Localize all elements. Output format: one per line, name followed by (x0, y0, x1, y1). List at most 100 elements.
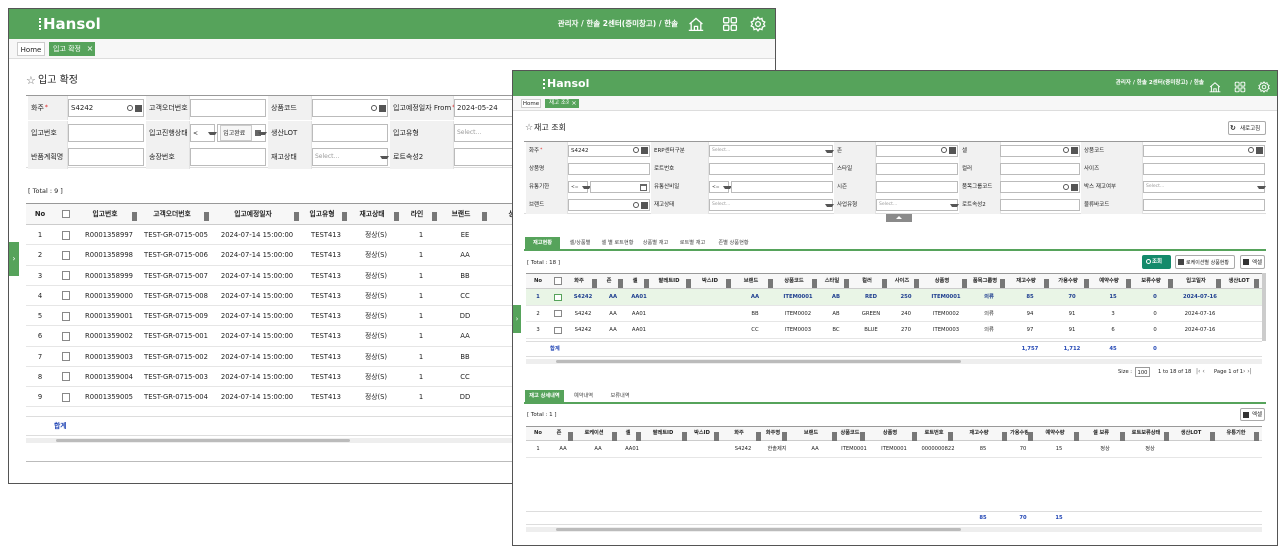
column-menu[interactable] (618, 279, 623, 284)
input-box[interactable] (68, 148, 144, 166)
input-box[interactable] (1143, 163, 1265, 175)
column-menu[interactable] (948, 432, 953, 437)
result-tab[interactable]: 재고 상세내역 (525, 390, 564, 402)
row-checkbox[interactable] (554, 310, 561, 317)
column-menu[interactable] (1164, 432, 1169, 437)
column-menu[interactable] (912, 432, 917, 437)
search-icon[interactable] (633, 202, 639, 208)
clear-button[interactable] (379, 105, 386, 112)
search-button[interactable]: 조회 (1152, 255, 1171, 269)
scrollbar-thumb[interactable] (556, 528, 961, 531)
location-button[interactable]: 로케이션별 상품현황 (1175, 255, 1235, 269)
result-tab[interactable]: 보류내역 (603, 390, 637, 402)
search-icon[interactable] (1063, 147, 1069, 153)
column-menu[interactable] (132, 212, 137, 217)
column-menu[interactable] (482, 212, 487, 217)
clear-button[interactable] (641, 202, 648, 209)
scrollbar-thumb[interactable] (56, 439, 350, 442)
row-checkbox[interactable] (62, 231, 71, 240)
result-tab[interactable]: 재고현황 (525, 237, 560, 249)
input-box[interactable] (876, 163, 958, 175)
settings-button[interactable] (750, 16, 766, 32)
search-icon[interactable] (941, 147, 947, 153)
column-menu[interactable] (1120, 432, 1125, 437)
clear-button[interactable] (1256, 147, 1263, 154)
column-menu[interactable] (844, 279, 849, 284)
column-menu[interactable] (882, 279, 887, 284)
column-menu[interactable] (294, 212, 299, 217)
search-icon[interactable] (1248, 147, 1254, 153)
input-box[interactable] (731, 181, 833, 193)
input-box[interactable] (1143, 199, 1265, 211)
clear-button[interactable] (641, 147, 648, 154)
settings-button[interactable] (1258, 78, 1270, 90)
search-icon[interactable] (1063, 184, 1069, 190)
clear-button[interactable] (135, 105, 142, 112)
result-tab[interactable]: 상품별 재고 (638, 237, 673, 249)
column-menu[interactable] (1210, 432, 1215, 437)
input-box[interactable] (68, 124, 144, 142)
column-menu[interactable] (1254, 432, 1259, 437)
dropdown-arrow[interactable] (825, 150, 834, 156)
column-menu[interactable] (1000, 279, 1005, 284)
tab-close[interactable]: × (85, 42, 95, 56)
column-menu[interactable] (726, 279, 731, 284)
result-tab[interactable]: 셀 별 로트현황 (600, 237, 635, 249)
clear-button[interactable] (1071, 184, 1078, 191)
column-menu[interactable] (592, 279, 597, 284)
column-menu[interactable] (1168, 279, 1173, 284)
result-tab[interactable]: 셀/상품별 (563, 237, 597, 249)
column-menu[interactable] (432, 212, 437, 217)
clear-button[interactable] (1071, 147, 1078, 154)
column-menu[interactable] (768, 279, 773, 284)
column-menu[interactable] (812, 279, 817, 284)
input-box[interactable] (709, 163, 833, 175)
row-checkbox[interactable] (62, 332, 71, 341)
home-tab[interactable]: Home (17, 42, 45, 56)
row-checkbox[interactable] (62, 251, 71, 260)
column-menu[interactable] (682, 432, 687, 437)
pager-prev[interactable]: |‹ ‹ (1196, 367, 1210, 377)
input-box[interactable] (190, 99, 266, 117)
dropdown-arrow[interactable] (1257, 186, 1266, 192)
column-menu[interactable] (204, 212, 209, 217)
scrollbar-thumb[interactable] (556, 360, 961, 363)
input-box[interactable] (568, 163, 650, 175)
dropdown-arrow[interactable] (950, 204, 959, 210)
home-tab[interactable]: Home (521, 99, 541, 108)
input-box[interactable] (312, 124, 388, 142)
pager-next[interactable]: › ›| (1243, 367, 1257, 377)
active-tab[interactable]: 입고 확정 (49, 42, 87, 56)
calendar-icon[interactable] (640, 184, 647, 191)
column-menu[interactable] (394, 212, 399, 217)
column-menu[interactable] (1126, 279, 1131, 284)
column-menu[interactable] (1028, 432, 1033, 437)
dropdown-arrow[interactable] (825, 204, 834, 210)
column-menu[interactable] (1002, 432, 1007, 437)
column-menu[interactable] (612, 432, 617, 437)
column-menu[interactable] (1254, 279, 1259, 284)
column-menu[interactable] (568, 432, 573, 437)
home-button[interactable] (688, 16, 704, 32)
input-box[interactable] (1143, 145, 1265, 157)
search-icon[interactable] (633, 147, 639, 153)
result-tab[interactable]: 존별 상품현황 (712, 237, 755, 249)
input-box[interactable] (1000, 163, 1080, 175)
column-menu[interactable] (644, 279, 649, 284)
dropdown-arrow[interactable] (258, 132, 267, 138)
search-icon[interactable] (371, 105, 377, 111)
tab-close[interactable]: × (569, 99, 579, 108)
column-menu[interactable] (1074, 432, 1079, 437)
select-all-checkbox[interactable] (62, 210, 71, 219)
dropdown-arrow[interactable] (380, 156, 389, 162)
active-tab[interactable]: 재고 조회 (545, 99, 571, 108)
result-tab[interactable]: 예약내역 (567, 390, 600, 402)
row-checkbox[interactable] (554, 327, 561, 334)
column-menu[interactable] (1044, 279, 1049, 284)
column-menu[interactable] (1084, 279, 1089, 284)
row-checkbox[interactable] (554, 294, 561, 301)
column-menu[interactable] (782, 432, 787, 437)
input-box[interactable] (1000, 199, 1080, 211)
row-checkbox[interactable] (62, 372, 71, 381)
row-checkbox[interactable] (62, 393, 71, 402)
